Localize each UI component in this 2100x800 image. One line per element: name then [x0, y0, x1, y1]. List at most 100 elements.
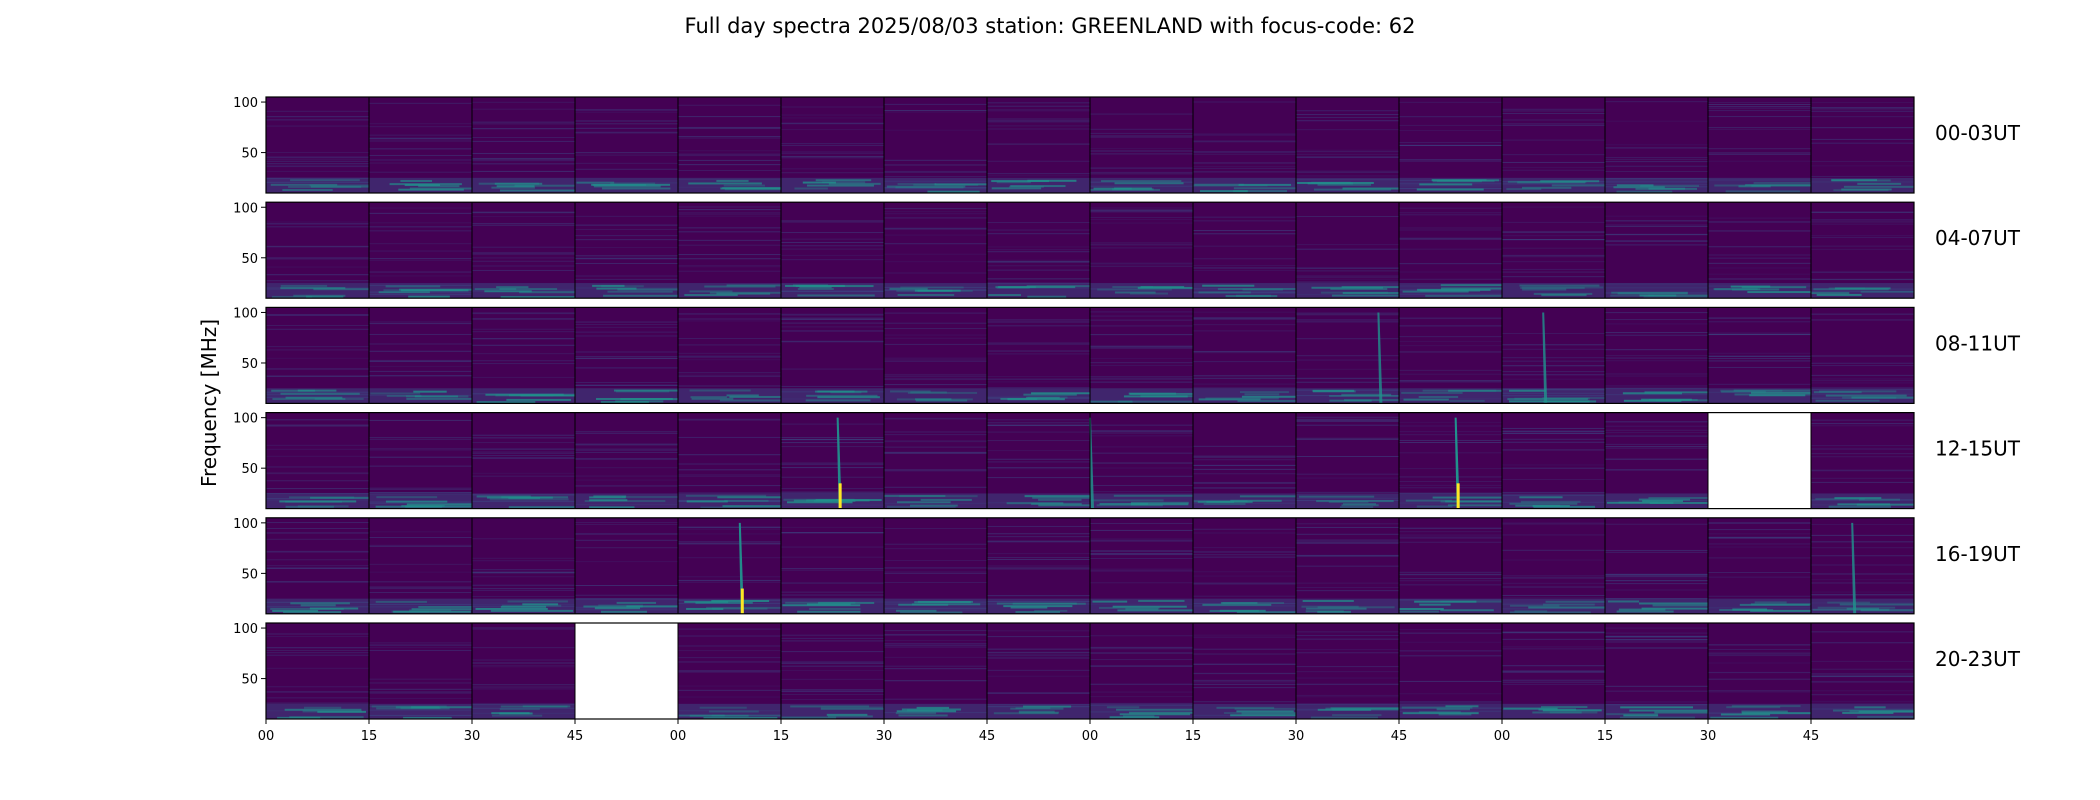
spectrogram-panel: [678, 307, 806, 404]
spectrogram-panel: [987, 517, 1090, 614]
x-tick-label: 00: [1082, 729, 1099, 744]
spectrogram-panel: [369, 202, 480, 299]
spectrogram-panel: [987, 623, 1090, 719]
spectrogram-panel: [1605, 202, 1721, 299]
row-frame: [265, 306, 1915, 404]
x-tick-label: 00: [1494, 729, 1511, 744]
spectrogram-panel: [884, 202, 987, 299]
spectrogram-panel: [781, 307, 884, 404]
spectrogram-panel: [1502, 517, 1613, 614]
y-axis-label: Frequency [MHz]: [197, 319, 221, 487]
spectrogram-panel: [1502, 307, 1624, 404]
spectrogram-panel: [369, 412, 487, 509]
spectrogram-panel: [1811, 307, 1914, 404]
spectrogram-panel: [1090, 517, 1195, 614]
spectrogram-panel: [1296, 97, 1408, 193]
x-tick-label: 45: [567, 729, 584, 744]
spectrogram-panel: [1708, 517, 1832, 614]
spectrogram-panel: [884, 623, 987, 719]
spectrogram-panel: [1811, 412, 1914, 509]
plot-area: 50 100 00-03UT 50 100 04-07UT 50 100 08-11UT 50 10…: [233, 96, 2021, 744]
spectrogram-panel: [781, 412, 884, 509]
spectrogram-panel: [987, 202, 1101, 299]
spectrogram-panel: [369, 623, 487, 719]
y-tick-label: 100: [233, 622, 258, 637]
spectrogram-panel: [472, 202, 583, 299]
spectrogram-panel: [678, 623, 788, 719]
spectrogram-panel: [884, 307, 987, 404]
spectrogram-panel: [1605, 307, 1713, 404]
spectrogram-panel: [1708, 202, 1816, 299]
y-tick-label: 50: [241, 147, 258, 162]
y-tick-label: 100: [233, 306, 258, 321]
spectrogram-panel: [575, 97, 678, 193]
spectrogram-panel: [1090, 307, 1212, 404]
spectrogram-panel: [472, 97, 587, 193]
spectrogram-panel: [1296, 412, 1399, 509]
missing-panel: [1708, 412, 1811, 509]
spectrogram-panel: [1811, 517, 1914, 614]
spectrogram-panel: [266, 307, 369, 404]
y-tick-label: 50: [241, 252, 258, 267]
spectrogram-panel: [266, 97, 385, 193]
spectrogram-panel: [1605, 517, 1733, 614]
spectrogram-panel: [1811, 202, 1914, 299]
spectrogram-panel: [1296, 202, 1414, 299]
spectrogram-panel: [1090, 412, 1193, 509]
spectrogram-panel: [1193, 412, 1303, 509]
x-tick-label: 30: [1700, 729, 1717, 744]
x-tick-label: 45: [1391, 729, 1408, 744]
burst-peak: [1456, 483, 1460, 509]
x-tick-label: 15: [1185, 729, 1202, 744]
spectrogram-panel: [781, 623, 891, 719]
spectrogram-panel: [678, 97, 797, 193]
row-time-label: 16-19UT: [1935, 542, 2021, 566]
row-time-label: 00-03UT: [1935, 121, 2021, 145]
spectrogram-panel: [1502, 623, 1605, 719]
spectrogram-panel: [1605, 623, 1728, 719]
spectrogram-panel: [369, 517, 475, 614]
radio-burst: [1377, 312, 1383, 404]
spectrogram-panel: [266, 623, 369, 719]
spectrogram-panel: [1708, 307, 1832, 404]
y-tick-label: 100: [233, 96, 258, 111]
spectrogram-panel: [1090, 623, 1210, 719]
chart-title: Full day spectra 2025/08/03 station: GRE…: [685, 14, 1416, 38]
y-tick-label: 100: [233, 517, 258, 532]
spectra-row: [266, 202, 1914, 299]
spectrogram-panel: [575, 412, 703, 509]
spectrogram-panel: [987, 412, 1101, 509]
spectrogram-panel: [1502, 202, 1605, 299]
row-frame: [265, 517, 1915, 615]
row-time-label: 04-07UT: [1935, 226, 2021, 250]
spectrogram-panel: [472, 623, 575, 719]
spectrogram-panel: [1708, 623, 1814, 719]
spectra-row: [266, 623, 1914, 719]
spectrogram-panel: [369, 97, 492, 193]
spectrogram-panel: [1811, 97, 1914, 193]
x-tick-label: 45: [979, 729, 996, 744]
spectra-row: [266, 412, 1914, 509]
spectrogram-panel: [678, 412, 788, 509]
spectrogram-panel: [987, 97, 1090, 193]
row-frame: [265, 412, 1915, 510]
spectrogram-panel: [781, 202, 884, 299]
x-tick-label: 00: [670, 729, 687, 744]
spectrogram-panel: [678, 202, 804, 299]
spectrogram-panel: [1502, 97, 1629, 193]
row-time-label: 12-15UT: [1935, 437, 2021, 461]
spectrogram-panel: [1296, 307, 1403, 404]
y-tick-label: 50: [241, 567, 258, 582]
spectra-row: [266, 517, 1914, 614]
spectrogram-panel: [266, 517, 369, 614]
y-tick-label: 50: [241, 462, 258, 477]
spectrogram-panel: [1605, 412, 1719, 509]
burst-peak: [838, 483, 842, 509]
y-tick-label: 50: [241, 357, 258, 372]
spectrogram-panel: [1399, 97, 1502, 193]
spectrogram-panel: [1399, 307, 1514, 404]
spectrogram-panel: [575, 307, 699, 404]
spectrogram-panel: [1090, 97, 1193, 193]
x-tick-label: 30: [464, 729, 481, 744]
